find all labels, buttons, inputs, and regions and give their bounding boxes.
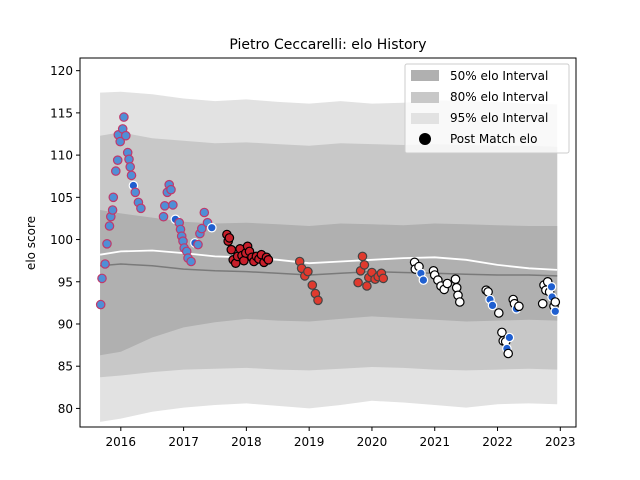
plot-frame	[79, 57, 577, 428]
data-point	[226, 244, 237, 255]
data-point	[125, 162, 135, 172]
data-point	[166, 184, 176, 195]
data-point	[537, 298, 548, 309]
legend-label-80: 80% elo Interval	[450, 90, 548, 104]
interval-bands	[100, 91, 558, 422]
data-point	[207, 222, 217, 233]
post-match-points	[95, 112, 561, 359]
data-point	[546, 281, 557, 292]
data-point	[124, 154, 134, 165]
data-point	[550, 306, 561, 317]
y-tick-label: 115	[50, 106, 73, 120]
y-tick-label: 90	[58, 317, 73, 331]
data-point	[97, 273, 107, 284]
data-point	[102, 239, 112, 249]
data-point	[119, 112, 129, 122]
legend: 50% elo Interval 80% elo Interval 95% el…	[404, 63, 570, 154]
data-point	[487, 300, 498, 311]
x-tick-label: 2020	[357, 435, 388, 449]
data-point	[108, 192, 119, 203]
x-tick-label: 2019	[294, 435, 325, 449]
chart-title: Pietro Ceccarelli: elo History	[229, 37, 426, 53]
legend-label-50: 50% elo Interval	[450, 69, 548, 83]
x-tick-label: 2022	[482, 435, 513, 449]
data-point	[130, 187, 141, 198]
median-line	[100, 263, 558, 277]
data-point	[442, 278, 453, 289]
data-point	[353, 277, 363, 288]
data-point	[313, 295, 323, 306]
x-axis: 2016 2017 2018 2019 2020 2021 2022 2023	[106, 427, 576, 449]
y-tick-label: 105	[50, 191, 73, 205]
mean-line	[99, 249, 558, 271]
trend-lines	[99, 249, 558, 277]
legend-swatch-80	[411, 92, 439, 103]
y-tick-label: 80	[58, 402, 73, 416]
data-point	[100, 259, 110, 269]
y-axis-label: elo score	[24, 216, 38, 270]
data-point	[362, 281, 372, 291]
data-point	[186, 256, 196, 267]
data-point	[550, 297, 561, 307]
data-point	[193, 239, 203, 250]
legend-swatch-50	[411, 70, 439, 81]
legend-label-post-match: Post Match elo	[450, 132, 537, 146]
y-tick-label: 120	[50, 64, 73, 78]
data-point	[168, 200, 178, 210]
data-point	[503, 348, 513, 359]
legend-marker-post-match	[419, 133, 431, 145]
legend-swatch-95	[411, 113, 439, 124]
data-point	[493, 308, 504, 318]
data-point	[136, 203, 146, 214]
data-point	[111, 166, 121, 176]
x-tick-label: 2017	[168, 435, 199, 449]
data-point	[224, 233, 235, 243]
y-tick-label: 100	[50, 233, 73, 247]
data-point	[303, 266, 313, 277]
data-point	[504, 332, 515, 343]
data-point	[418, 275, 429, 285]
data-point	[112, 155, 123, 165]
data-point	[454, 297, 465, 307]
data-point	[199, 207, 210, 218]
data-point	[121, 130, 131, 141]
data-point	[450, 274, 461, 284]
x-tick-label: 2023	[545, 435, 576, 449]
data-point	[451, 282, 462, 293]
y-tick-label: 95	[58, 275, 73, 289]
x-tick-label: 2016	[106, 435, 137, 449]
legend-label-95: 95% elo Interval	[450, 111, 548, 125]
data-point	[263, 254, 274, 265]
y-axis: 80 85 90 95 100 105 110 115 120	[50, 64, 80, 416]
y-tick-label: 85	[58, 360, 73, 374]
data-point	[95, 299, 106, 310]
data-point	[126, 170, 137, 181]
data-point	[359, 260, 370, 270]
data-point	[497, 327, 507, 338]
x-tick-label: 2021	[419, 435, 450, 449]
data-point	[115, 136, 125, 147]
data-point	[307, 280, 318, 290]
legend-box	[404, 63, 570, 154]
data-point	[197, 223, 207, 234]
data-point	[357, 251, 368, 262]
data-point	[378, 273, 389, 284]
data-point	[158, 211, 169, 222]
y-tick-label: 110	[50, 149, 73, 163]
x-tick-label: 2018	[231, 435, 262, 449]
band-50	[100, 210, 558, 356]
data-point	[514, 301, 524, 312]
data-point	[160, 201, 170, 211]
data-point	[107, 205, 118, 215]
data-point	[104, 221, 115, 231]
